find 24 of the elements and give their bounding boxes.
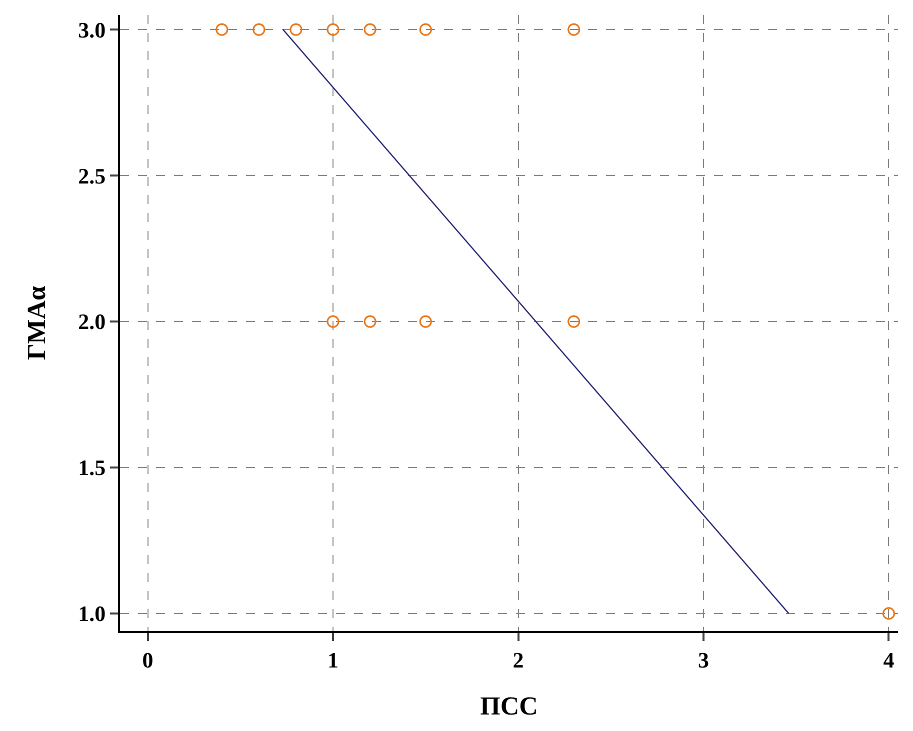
y-tick-label: 2.5 — [78, 163, 106, 188]
point — [326, 315, 340, 328]
point — [882, 607, 896, 620]
x-tick-label: 3 — [698, 647, 709, 672]
point — [419, 315, 432, 328]
y-tick-label: 1.0 — [78, 601, 106, 626]
point — [252, 23, 266, 36]
y-axis-title: ГМАα — [22, 286, 51, 360]
point — [568, 23, 580, 36]
point — [364, 315, 376, 328]
x-tick-label: 1 — [328, 647, 339, 672]
y-tick-label: 1.5 — [78, 455, 106, 480]
x-tick-label: 0 — [142, 647, 154, 672]
point — [364, 23, 376, 36]
point — [419, 23, 432, 36]
x-axis-title: ПСС — [480, 692, 538, 721]
y-tick-label: 2.0 — [78, 309, 106, 334]
y-tick-label: 3.0 — [78, 17, 106, 42]
point — [216, 23, 228, 36]
point — [290, 23, 302, 36]
point — [326, 23, 340, 36]
point — [568, 315, 580, 328]
x-tick-label: 4 — [883, 647, 894, 672]
x-tick-label: 2 — [512, 647, 524, 672]
